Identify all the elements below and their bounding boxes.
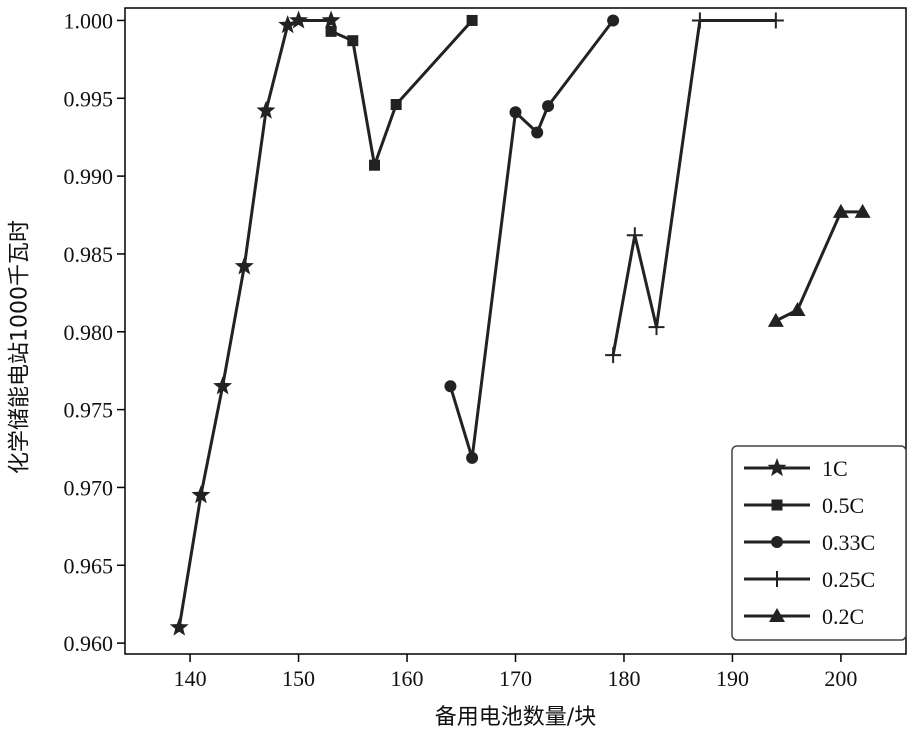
data-point [832,203,849,218]
axes-layer: 140 150 160 170 180 190 200 0.960 0.965 0.970 0.97… [64,8,858,691]
x-tick-label: 140 [174,666,207,691]
data-point [368,159,380,171]
y-tick-label: 0.980 [64,320,114,345]
series-plus [605,12,784,364]
legend-box [731,445,907,641]
legend-entry: 0.2C [744,604,864,629]
x-tick-label: 200 [824,666,857,691]
x-tick-label: 160 [391,666,424,691]
data-point [169,617,189,636]
data-point [648,319,665,336]
legend-entry: 1C [744,456,848,481]
legend-label: 1C [822,456,848,481]
data-point [278,15,298,34]
data-point [854,203,871,218]
legend-entry: 0.33C [744,530,875,555]
legend-marker [767,458,787,477]
legend-entry: 0.25C [744,567,875,592]
y-tick-label: 0.970 [64,475,114,500]
series-triangle [767,203,871,327]
series-layer [169,10,871,636]
legend-marker [771,499,783,511]
data-point [256,100,276,119]
legend-label: 0.2C [822,604,864,629]
series-circle [444,14,620,464]
data-point [191,485,211,504]
series-line [448,19,615,460]
data-point [390,99,402,111]
series-line [611,19,776,356]
data-point [691,12,708,29]
x-tick-label: 180 [607,666,640,691]
data-point [607,14,620,27]
legend-marker [769,571,785,587]
data-point [289,10,309,29]
data-point [509,106,522,119]
x-tick-label: 170 [499,666,532,691]
series-square [325,14,478,171]
data-point [542,100,555,113]
legend-label: 0.5C [822,493,864,518]
data-point [466,14,478,26]
legend-entry: 0.5C [744,493,864,518]
data-point [626,227,643,244]
y-tick-label: 0.995 [64,86,114,111]
legend-label: 0.25C [822,567,875,592]
legend-label: 0.33C [822,530,875,555]
data-point [321,10,341,29]
data-point [234,256,254,275]
y-tick-label: 1.000 [64,8,114,33]
data-point [347,35,359,47]
data-point [767,312,784,327]
data-point [605,347,622,364]
y-tick-label: 0.965 [64,553,114,578]
series-line [775,210,863,323]
y-tick-label: 0.990 [64,164,114,189]
legend: 1C 0.5C 0.33C 0.25C 0.2C [731,445,907,641]
data-point [789,301,806,316]
x-axis-title: 备用电池数量/块 [435,705,596,729]
data-point [325,25,337,37]
legend-marker [771,536,783,548]
data-point [444,380,457,393]
data-point [767,12,784,29]
data-point [213,376,233,395]
data-point [466,451,479,464]
y-tick-label: 0.960 [64,631,114,656]
series-line [177,19,332,628]
series-star [169,10,341,636]
y-axis-title: 化学储能电站1000千瓦时 [8,220,33,474]
data-point [531,126,544,139]
legend-marker [769,608,785,622]
x-tick-label: 150 [282,666,315,691]
y-tick-label: 0.975 [64,398,114,423]
x-tick-label: 190 [716,666,749,691]
y-tick-label: 0.985 [64,242,114,267]
